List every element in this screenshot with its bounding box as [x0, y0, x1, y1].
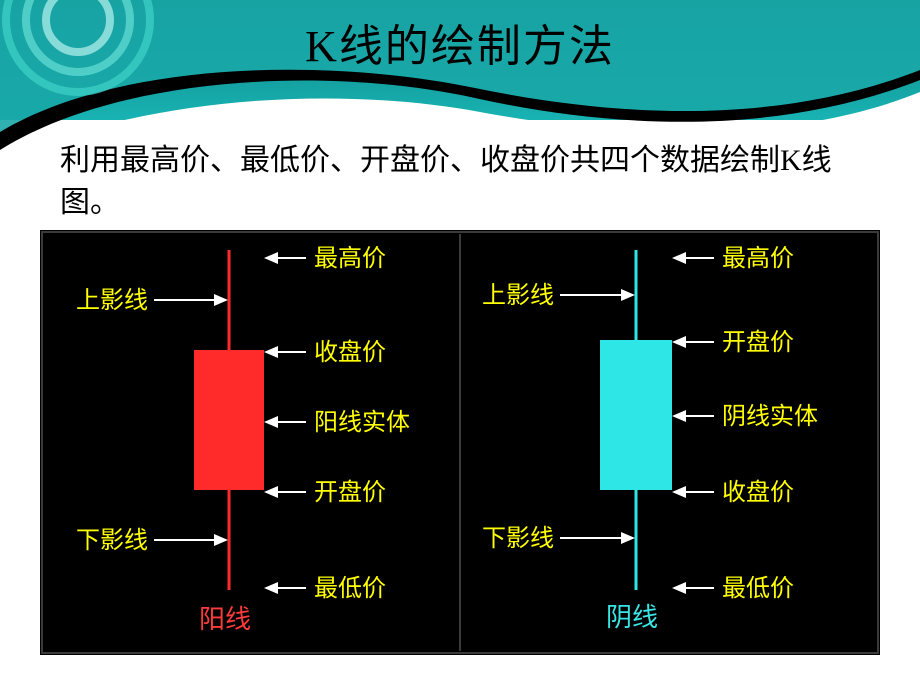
candle-body — [194, 350, 264, 490]
price-label: 收盘价 — [722, 479, 794, 506]
slide-title: K线的绘制方法 — [0, 10, 920, 74]
candlestick-diagram: 最高价收盘价阳线实体开盘价最低价上影线下影线阳线最高价开盘价阴线实体收盘价最低价… — [40, 230, 880, 655]
price-label: 最高价 — [722, 245, 794, 272]
candle-body — [600, 340, 672, 490]
shadow-label: 下影线 — [482, 525, 554, 552]
price-label: 开盘价 — [314, 479, 386, 506]
price-label: 阳线实体 — [314, 409, 410, 436]
price-label: 开盘价 — [722, 329, 794, 356]
candle-name: 阴线 — [606, 603, 658, 632]
shadow-label: 下影线 — [76, 527, 148, 554]
shadow-label: 上影线 — [76, 287, 148, 314]
shadow-label: 上影线 — [482, 282, 554, 309]
slide-body-text: 利用最高价、最低价、开盘价、收盘价共四个数据绘制K线图。 — [60, 140, 870, 224]
price-label: 最低价 — [314, 575, 386, 602]
price-label: 最高价 — [314, 245, 386, 272]
price-label: 收盘价 — [314, 339, 386, 366]
slide: K线的绘制方法 利用最高价、最低价、开盘价、收盘价共四个数据绘制K线图。 最高价… — [0, 0, 920, 690]
candle-name: 阳线 — [199, 605, 251, 634]
diagram-svg: 最高价收盘价阳线实体开盘价最低价上影线下影线阳线最高价开盘价阴线实体收盘价最低价… — [40, 230, 880, 655]
price-label: 阴线实体 — [722, 403, 818, 430]
price-label: 最低价 — [722, 575, 794, 602]
